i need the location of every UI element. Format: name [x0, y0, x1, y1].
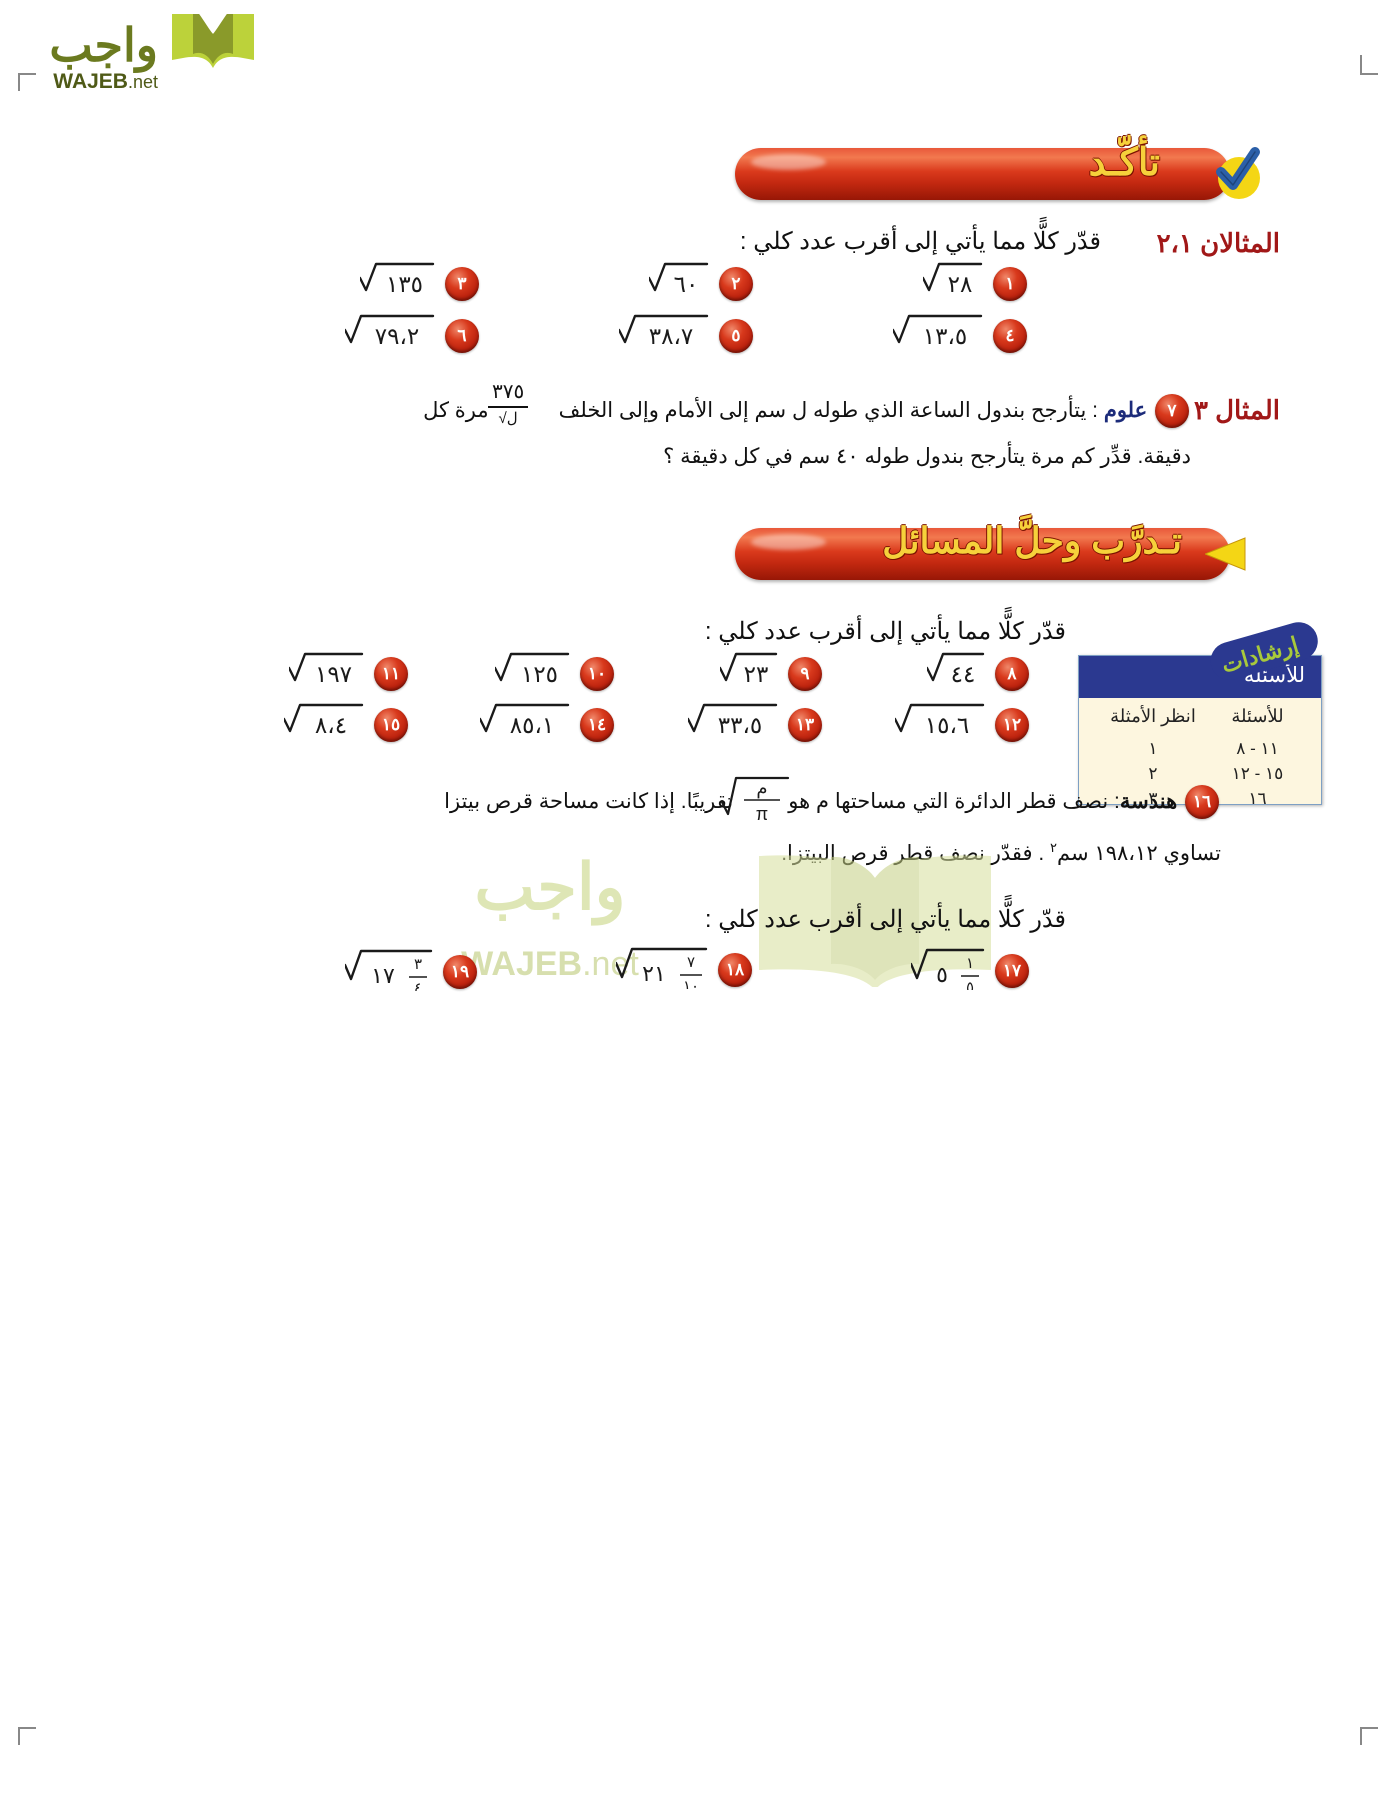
svg-text:١٣،٥: ١٣،٥	[923, 323, 967, 349]
svg-text:٨٥،١: ٨٥،١	[510, 712, 554, 738]
svg-text:٤٤: ٤٤	[951, 661, 976, 687]
svg-text:١٥،٦: ١٥،٦	[925, 712, 969, 738]
svg-text:٥: ٥	[936, 962, 948, 987]
svg-text:م: م	[756, 778, 767, 799]
svg-text:١٩٧: ١٩٧	[315, 661, 352, 687]
svg-text:π: π	[756, 804, 768, 824]
svg-text:١٢٥: ١٢٥	[521, 661, 558, 687]
svg-text:١٣٥: ١٣٥	[386, 271, 423, 297]
svg-text:٣٨،٧: ٣٨،٧	[649, 323, 693, 349]
svg-text:٧٩،٢: ٧٩،٢	[375, 323, 419, 349]
svg-text:٣٣،٥: ٣٣،٥	[718, 712, 762, 738]
svg-text:٢٨: ٢٨	[948, 271, 973, 297]
svg-text:٤: ٤	[414, 980, 422, 991]
svg-text:١٧: ١٧	[371, 963, 395, 988]
svg-text:٨،٤: ٨،٤	[315, 712, 347, 738]
svg-text:٥: ٥	[966, 979, 974, 990]
svg-text:١٠: ١٠	[683, 978, 699, 989]
svg-text:٣: ٣	[414, 956, 422, 973]
svg-text:٢٣: ٢٣	[744, 661, 769, 687]
svg-text:١: ١	[966, 955, 974, 972]
svg-text:٦٠: ٦٠	[674, 271, 699, 297]
svg-text:٧: ٧	[687, 954, 695, 971]
svg-text:٢١: ٢١	[642, 961, 666, 986]
